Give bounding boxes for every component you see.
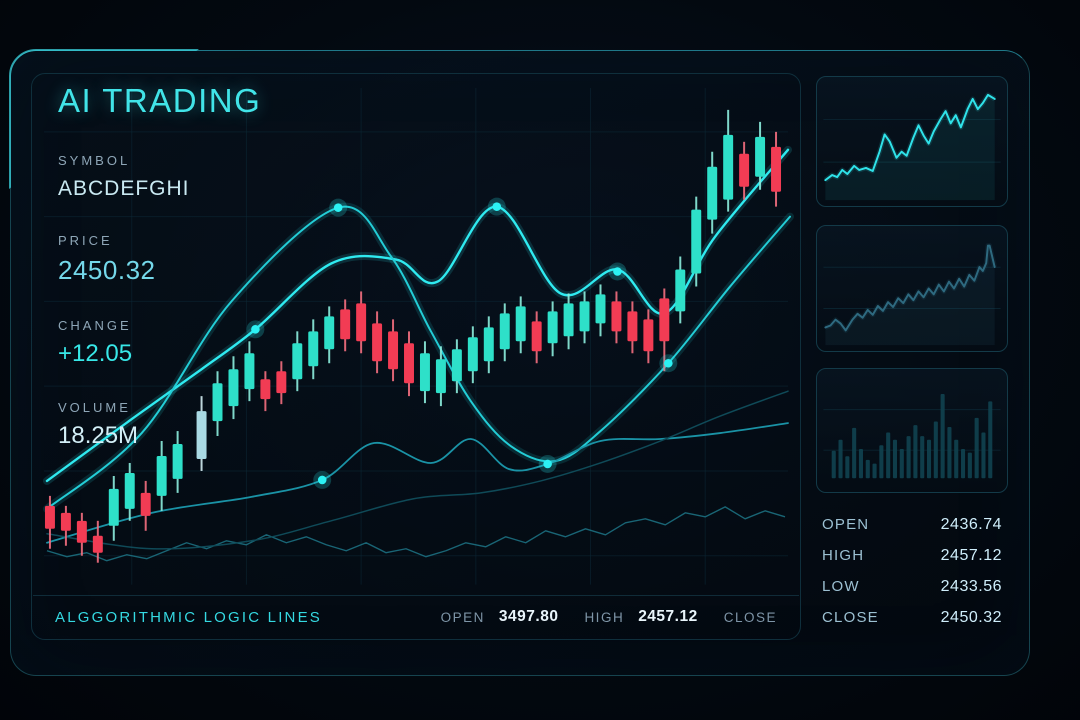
footer-high-label: HIGH <box>584 609 625 625</box>
stat-high-label: HIGH <box>822 547 865 564</box>
mini-chart-volume-bars[interactable] <box>816 368 1008 493</box>
main-candlestick-chart[interactable] <box>32 74 800 640</box>
mini-chart-trend-1[interactable] <box>816 76 1008 207</box>
footer-open-label: OPEN <box>440 609 485 625</box>
ohlc-stats: OPEN 2436.74 HIGH 2457.12 LOW 2433.56 CL… <box>816 509 1008 633</box>
stat-row-open: OPEN 2436.74 <box>822 509 1002 540</box>
stat-close-label: CLOSE <box>822 609 879 626</box>
stat-close-value: 2450.32 <box>940 608 1002 626</box>
sidebar: OPEN 2436.74 HIGH 2457.12 LOW 2433.56 CL… <box>816 76 1008 633</box>
stat-open-value: 2436.74 <box>940 515 1002 533</box>
footer-high-value: 2457.12 <box>638 608 698 625</box>
stat-row-low: LOW 2433.56 <box>822 571 1002 602</box>
footer-ohlc: OPEN 3497.80 HIGH 2457.12 CLOSE <box>429 608 777 626</box>
stat-row-close: CLOSE 2450.32 <box>822 602 1002 633</box>
stat-open-label: OPEN <box>822 516 870 533</box>
stat-row-high: HIGH 2457.12 <box>822 540 1002 571</box>
main-chart-panel: AI TRADING SYMBOL ABCDEFGHI PRICE 2450.3… <box>31 73 801 640</box>
stat-low-label: LOW <box>822 578 860 595</box>
footer-close-label: CLOSE <box>723 609 777 625</box>
chart-footer: ALGGORITHMIC LOGIC LINES OPEN 3497.80 HI… <box>33 595 799 638</box>
dashboard-container: AI TRADING SYMBOL ABCDEFGHI PRICE 2450.3… <box>10 50 1030 676</box>
footer-open-value: 3497.80 <box>498 608 559 625</box>
stat-high-value: 2457.12 <box>940 546 1002 564</box>
footer-caption: ALGGORITHMIC LOGIC LINES <box>55 608 323 626</box>
stat-low-value: 2433.56 <box>940 577 1002 595</box>
mini-chart-trend-2[interactable] <box>816 225 1008 352</box>
